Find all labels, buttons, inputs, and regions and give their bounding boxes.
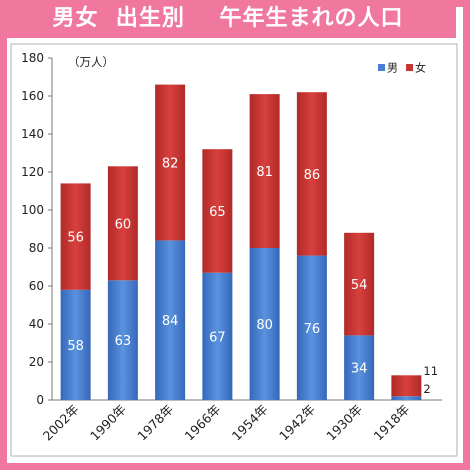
y-tick-label: 60 bbox=[29, 279, 44, 293]
bar-female bbox=[60, 183, 91, 290]
data-label-female: 11 bbox=[423, 364, 438, 378]
bar-female bbox=[155, 84, 186, 241]
data-label-male: 2 bbox=[423, 382, 430, 396]
bar-male bbox=[344, 335, 375, 400]
data-label-female: 86 bbox=[304, 168, 321, 183]
x-tick-label: 1966年 bbox=[182, 402, 224, 444]
data-label-female: 82 bbox=[162, 157, 179, 172]
bar-male bbox=[60, 289, 91, 400]
x-tick-label: 1990年 bbox=[87, 402, 129, 444]
y-tick-label: 40 bbox=[29, 317, 44, 331]
y-tick-label: 160 bbox=[21, 89, 44, 103]
bar-female bbox=[202, 149, 233, 273]
data-label-male: 34 bbox=[351, 362, 368, 377]
bar-male bbox=[391, 396, 422, 400]
x-tick-label: 1942年 bbox=[276, 402, 318, 444]
y-tick-label: 140 bbox=[21, 127, 44, 141]
bar-male bbox=[249, 248, 280, 400]
legend-swatch-male bbox=[378, 64, 385, 71]
x-tick-label: 1930年 bbox=[323, 402, 365, 444]
x-tick-label: 1978年 bbox=[134, 402, 176, 444]
data-label-female: 60 bbox=[115, 217, 132, 232]
bar-female bbox=[296, 92, 327, 256]
bar-female bbox=[107, 166, 138, 281]
data-label-male: 58 bbox=[67, 339, 84, 354]
y-tick-label: 20 bbox=[29, 355, 44, 369]
y-tick-label: 80 bbox=[29, 241, 44, 255]
data-label-male: 63 bbox=[115, 334, 132, 349]
y-tick-label: 0 bbox=[36, 393, 44, 407]
bar-female bbox=[249, 94, 280, 248]
legend-swatch-female bbox=[406, 64, 413, 71]
data-label-female: 56 bbox=[67, 231, 84, 246]
legend-label: 男 bbox=[387, 62, 398, 75]
y-tick-label: 120 bbox=[21, 165, 44, 179]
data-label-male: 80 bbox=[256, 318, 273, 333]
plot-area-border bbox=[10, 43, 458, 457]
bar-male bbox=[107, 280, 138, 400]
y-tick-label: 100 bbox=[21, 203, 44, 217]
chart-title: 男女 出生別 午年生まれの人口 bbox=[52, 6, 404, 31]
bar-male bbox=[202, 272, 233, 400]
data-label-female: 81 bbox=[256, 165, 273, 180]
data-label-male: 76 bbox=[304, 322, 321, 337]
y-axis-unit-label: （万人） bbox=[68, 55, 114, 69]
bar-female bbox=[344, 232, 375, 336]
y-tick-label: 180 bbox=[21, 51, 44, 65]
data-label-male: 67 bbox=[209, 330, 226, 345]
bar-female bbox=[391, 375, 422, 397]
bar-male bbox=[296, 255, 327, 400]
x-tick-label: 2002年 bbox=[40, 402, 82, 444]
x-tick-label: 1918年 bbox=[371, 402, 413, 444]
title-bar: 男女 出生別 午年生まれの人口 bbox=[0, 0, 456, 38]
x-tick-label: 1954年 bbox=[229, 402, 271, 444]
legend-label: 女 bbox=[415, 61, 426, 75]
bar-male bbox=[155, 240, 186, 400]
data-label-female: 54 bbox=[351, 278, 368, 293]
data-label-female: 65 bbox=[209, 205, 226, 220]
data-label-male: 84 bbox=[162, 314, 179, 329]
